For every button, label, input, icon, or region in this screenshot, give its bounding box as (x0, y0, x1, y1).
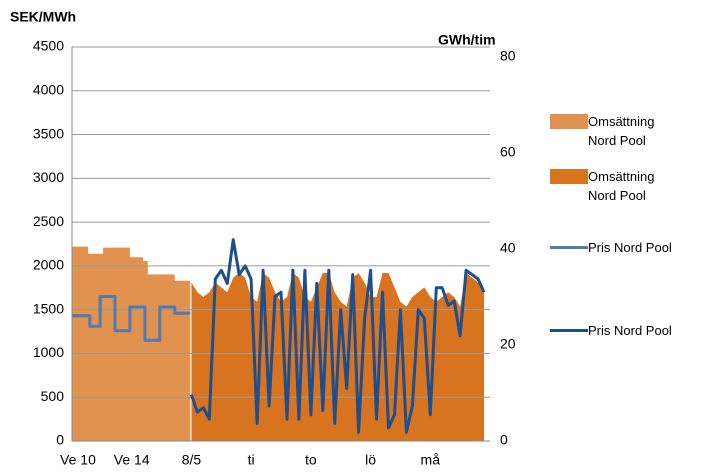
x-tick-label: to (305, 452, 317, 468)
legend-item: Pris Nord Pool (550, 238, 683, 257)
y-tick-label: 1000 (33, 344, 64, 360)
y-tick-label: 1500 (33, 300, 64, 316)
y2-tick-label: 60 (500, 144, 516, 160)
y-tick-label: 0 (56, 432, 64, 448)
legend-item: Pris Nord Pool (550, 321, 683, 340)
legend-swatch (550, 329, 588, 332)
y-tick-label: 3000 (33, 169, 64, 185)
x-tick-label: ti (248, 452, 255, 468)
legend-label: Omsättning Nord Pool (588, 114, 655, 148)
y-tick-label: 4500 (33, 38, 64, 54)
legend-label: Pris Nord Pool (588, 323, 672, 338)
y2-tick-label: 40 (500, 240, 516, 256)
y-tick-label: 3500 (33, 125, 64, 141)
y-tick-label: 500 (41, 388, 65, 404)
line (189, 238, 486, 434)
x-tick-label: lö (365, 452, 376, 468)
y-axis-title: SEK/MWh (10, 9, 76, 25)
legend-item: Omsättning Nord Pool (550, 112, 683, 150)
legend-swatch (550, 114, 588, 129)
y-tick-label: 4000 (33, 81, 64, 97)
y-tick-label: 2000 (33, 257, 64, 273)
x-tick-label: må (421, 452, 441, 468)
legend-swatch (550, 169, 588, 184)
x-tick-label: 8/5 (182, 452, 202, 468)
legend-item: Omsättning Nord Pool (550, 167, 683, 205)
x-tick-label: Ve 10 (60, 452, 96, 468)
y2-tick-label: 0 (500, 432, 508, 448)
y-tick-label: 2500 (33, 213, 64, 229)
area (72, 246, 191, 441)
legend-label: Omsättning Nord Pool (588, 169, 655, 203)
x-tick-label: Ve 14 (114, 452, 150, 468)
legend-label: Pris Nord Pool (588, 240, 672, 255)
legend-swatch (550, 246, 588, 249)
line (72, 295, 191, 342)
y2-axis-title: GWh/tim (438, 32, 496, 48)
y2-tick-label: 80 (500, 48, 516, 64)
y2-tick-label: 20 (500, 336, 516, 352)
